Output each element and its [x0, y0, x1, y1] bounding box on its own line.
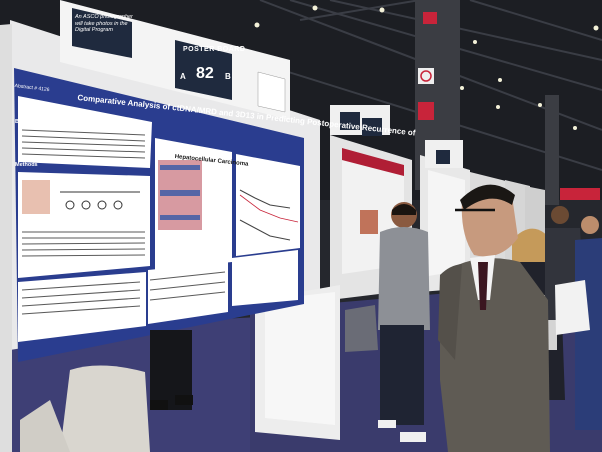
poster-text-lines: [21, 129, 226, 315]
poster-charts-panel: [236, 154, 300, 256]
poster-board-number: 82: [196, 65, 214, 82]
pillar-sign-red: [423, 12, 437, 24]
crowd-right: [545, 206, 602, 430]
chair: [60, 365, 150, 452]
person-dark-left: [150, 330, 193, 410]
exit-banner: [560, 188, 600, 200]
poster-background-panel: [18, 96, 152, 168]
asco-photo-sign: [72, 8, 132, 58]
poster-board-number-sign: [175, 40, 232, 100]
poster-section-methods: Methods: [15, 162, 38, 168]
poster-methods-panel: [18, 172, 150, 278]
poster-board-letter-a: A: [180, 72, 186, 81]
poster-results-table: [18, 272, 146, 342]
asco-photographer-notice: An ASCO photographer will take photos in…: [75, 14, 133, 33]
poster-board-letter-b: B: [225, 72, 231, 81]
poster-body-figure: [22, 180, 50, 214]
person-grey-shirt: [378, 202, 430, 442]
ceiling-lights: [254, 5, 599, 130]
poster-section-background: Background: [15, 119, 48, 125]
poster-board-label: POSTER BOARD: [183, 46, 246, 53]
pillar-sign-red-lower: [418, 102, 434, 120]
person-suited-man: [438, 184, 550, 452]
